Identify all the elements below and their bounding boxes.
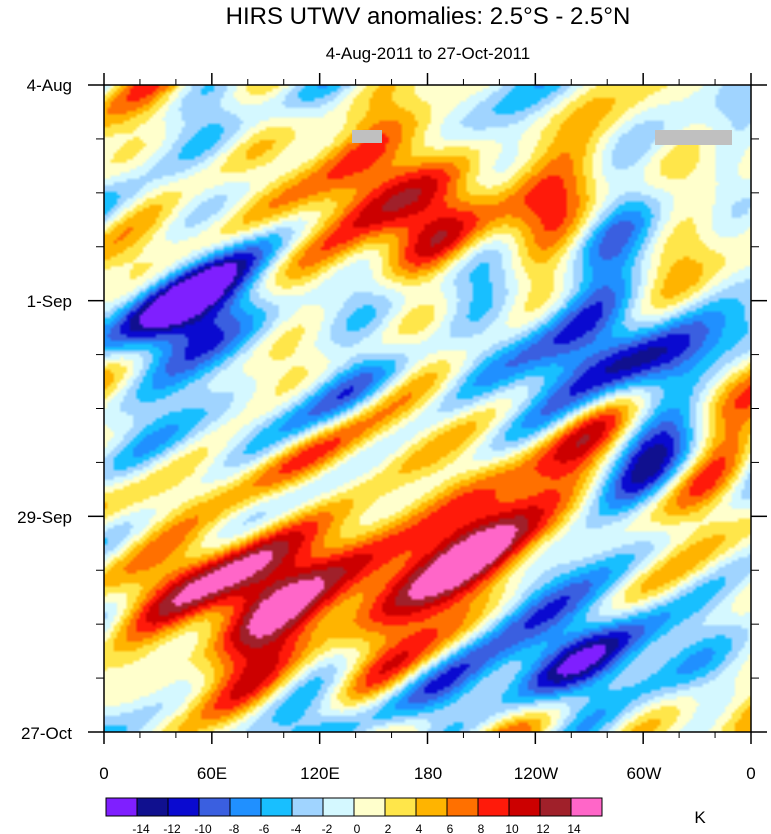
x-tick-label: 60W	[627, 764, 662, 783]
colorbar-swatch	[291, 797, 324, 817]
missing-data-patch	[352, 130, 382, 143]
x-tick-label: 0	[746, 764, 755, 783]
colorbar-tick-label: -12	[163, 822, 181, 834]
axis-ticks	[88, 73, 767, 744]
colorbar-unit: K	[694, 808, 706, 827]
colorbar-tick-label: 8	[478, 822, 485, 834]
y-tick-label: 1-Sep	[27, 292, 72, 311]
colorbar-swatch	[446, 797, 479, 817]
colorbar-swatch	[384, 797, 417, 817]
x-tick-label: 0	[99, 764, 108, 783]
colorbar-swatch	[136, 797, 169, 817]
y-tick-label: 29-Sep	[17, 508, 72, 527]
chart-title: HIRS UTWV anomalies: 2.5°S - 2.5°N	[226, 3, 631, 30]
colorbar-tick-label: 0	[354, 822, 361, 834]
colorbar-swatch	[539, 797, 572, 817]
colorbar-swatch	[322, 797, 355, 817]
x-tick-label: 180	[414, 764, 442, 783]
colorbar-tick-label: -8	[229, 822, 240, 834]
colorbar-swatch	[477, 797, 510, 817]
colorbar-tick-label: -6	[259, 822, 270, 834]
heatmap-plot-area	[103, 84, 752, 733]
colorbar-tick-label: 12	[536, 822, 550, 834]
missing-data-patch	[655, 130, 732, 145]
x-tick-labels: 0 60E 120E 180 120W 60W 0	[99, 764, 755, 783]
colorbar-tick-label: 10	[505, 822, 519, 834]
colorbar-tick-label: -2	[322, 822, 333, 834]
x-tick-label: 60E	[197, 764, 227, 783]
colorbar-swatch	[415, 797, 448, 817]
colorbar	[105, 797, 603, 817]
colorbar-tick-label: 14	[567, 822, 581, 834]
colorbar-swatch	[229, 797, 262, 817]
colorbar-swatch	[167, 797, 200, 817]
colorbar-labels: -14 -12 -10 -8 -6 -4 -2 0 2 4 6 8 10 12 …	[132, 822, 581, 834]
colorbar-swatch	[508, 797, 541, 817]
colorbar-tick-label: 6	[447, 822, 454, 834]
colorbar-swatch	[353, 797, 386, 817]
y-tick-labels: 4-Aug 1-Sep 29-Sep 27-Oct	[17, 76, 72, 743]
colorbar-tick-label: 4	[416, 822, 423, 834]
colorbar-tick-label: 2	[385, 822, 392, 834]
colorbar-swatch	[570, 797, 603, 817]
anomaly-field	[104, 85, 751, 732]
x-tick-label: 120E	[300, 764, 340, 783]
chart-subtitle: 4-Aug-2011 to 27-Oct-2011	[326, 44, 530, 63]
colorbar-tick-label: -4	[291, 822, 302, 834]
colorbar-swatch	[260, 797, 293, 817]
colorbar-tick-label: -10	[194, 822, 212, 834]
colorbar-tick-label: -14	[132, 822, 150, 834]
colorbar-swatch	[105, 797, 138, 817]
colorbar-swatch	[198, 797, 231, 817]
x-tick-label: 120W	[514, 764, 558, 783]
y-tick-label: 4-Aug	[27, 76, 72, 95]
y-tick-label: 27-Oct	[21, 724, 72, 743]
